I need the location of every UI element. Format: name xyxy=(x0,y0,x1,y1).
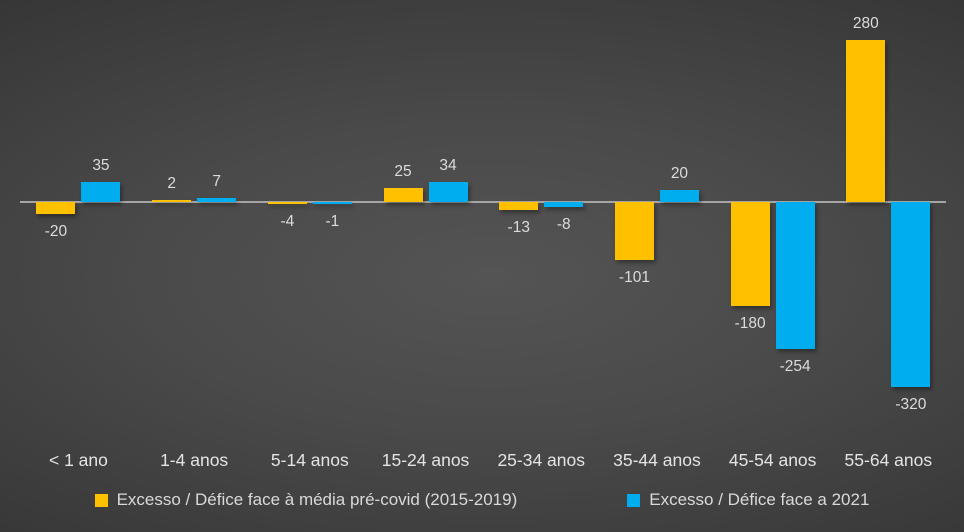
legend: Excesso / Défice face à média pré-covid … xyxy=(0,490,964,510)
bar-series0-cat2 xyxy=(267,202,307,205)
value-label: 20 xyxy=(670,165,689,183)
value-label: 7 xyxy=(212,172,221,190)
bar-series1-cat0 xyxy=(81,181,121,202)
value-label: -254 xyxy=(779,357,811,375)
bar-series0-cat6 xyxy=(730,202,770,307)
category-label: 25-34 anos xyxy=(497,450,586,470)
legend-item-precovid: Excesso / Défice face à média pré-covid … xyxy=(94,490,518,510)
bar-series0-cat5 xyxy=(614,202,654,261)
value-label: 2 xyxy=(167,175,176,192)
legend-label-precovid: Excesso / Défice face à média pré-covid … xyxy=(116,490,518,509)
legend-swatch-blue-icon xyxy=(627,493,641,507)
legend-label-2021: Excesso / Défice face a 2021 xyxy=(649,490,870,509)
bar-series1-cat5 xyxy=(659,190,699,202)
value-label: 25 xyxy=(394,162,412,180)
bar-series0-cat4 xyxy=(499,202,539,210)
x-axis-line xyxy=(20,201,946,203)
value-label: 280 xyxy=(852,15,879,33)
bar-series1-cat2 xyxy=(312,202,352,204)
category-label: 1-4 anos xyxy=(160,450,229,470)
value-label: -320 xyxy=(895,395,927,413)
category-label: 45-54 anos xyxy=(728,450,817,470)
value-label: -4 xyxy=(280,213,295,231)
legend-swatch-yellow-icon xyxy=(94,493,108,507)
value-label: -180 xyxy=(734,315,766,333)
value-label: 35 xyxy=(92,156,110,174)
value-label: -1 xyxy=(325,213,340,230)
bar-series1-cat7 xyxy=(891,202,931,387)
category-label: 15-24 anos xyxy=(381,450,470,470)
legend-item-2021: Excesso / Défice face a 2021 xyxy=(627,490,869,510)
category-label: 35-44 anos xyxy=(613,450,701,470)
bar-series1-cat3 xyxy=(428,182,468,202)
bar-series0-cat3 xyxy=(383,187,423,202)
value-label: -101 xyxy=(618,269,650,287)
category-label: 55-64 anos xyxy=(844,450,933,470)
bar-series0-cat7 xyxy=(846,40,886,202)
bar-series1-cat4 xyxy=(544,202,584,207)
value-label: 34 xyxy=(439,157,457,175)
bar-series1-cat1 xyxy=(197,197,237,202)
bar-series0-cat1 xyxy=(152,200,192,202)
value-label: -20 xyxy=(44,222,68,240)
bar-series1-cat6 xyxy=(775,202,815,349)
value-label: -8 xyxy=(556,215,571,233)
category-label: 5-14 anos xyxy=(270,450,349,470)
value-label: -13 xyxy=(507,218,530,236)
category-label: < 1 ano xyxy=(49,450,108,470)
bar-series0-cat0 xyxy=(36,202,76,214)
